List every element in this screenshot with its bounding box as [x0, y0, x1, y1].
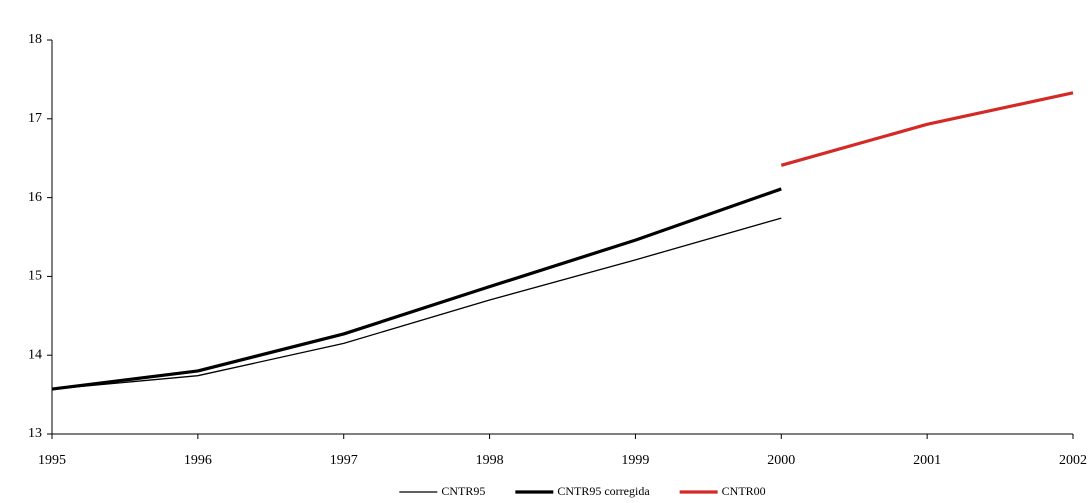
x-tick-label: 2002	[1059, 453, 1087, 468]
y-tick-label: 13	[28, 426, 42, 441]
x-tick-label: 1997	[330, 453, 358, 468]
legend-label: CNTR95	[441, 484, 485, 498]
y-tick-label: 17	[28, 111, 42, 126]
x-tick-label: 2000	[767, 453, 795, 468]
x-tick-label: 1996	[184, 453, 212, 468]
series-line	[780, 91, 1074, 167]
y-tick-label: 15	[28, 269, 42, 284]
x-tick-label: 1999	[621, 453, 649, 468]
legend-label: CNTR95 corregida	[557, 484, 650, 498]
y-tick-label: 14	[28, 347, 42, 362]
y-tick-label: 16	[28, 190, 42, 205]
x-tick-label: 1998	[476, 453, 504, 468]
series-line	[51, 217, 782, 390]
series-line	[51, 187, 782, 391]
legend: CNTR95 CNTR95 corregida CNTR00	[399, 484, 766, 498]
y-tick-label: 18	[28, 32, 42, 47]
legend-label: CNTR00	[722, 484, 766, 498]
x-tick-label: 1995	[38, 453, 66, 468]
x-tick-label: 2001	[913, 453, 941, 468]
